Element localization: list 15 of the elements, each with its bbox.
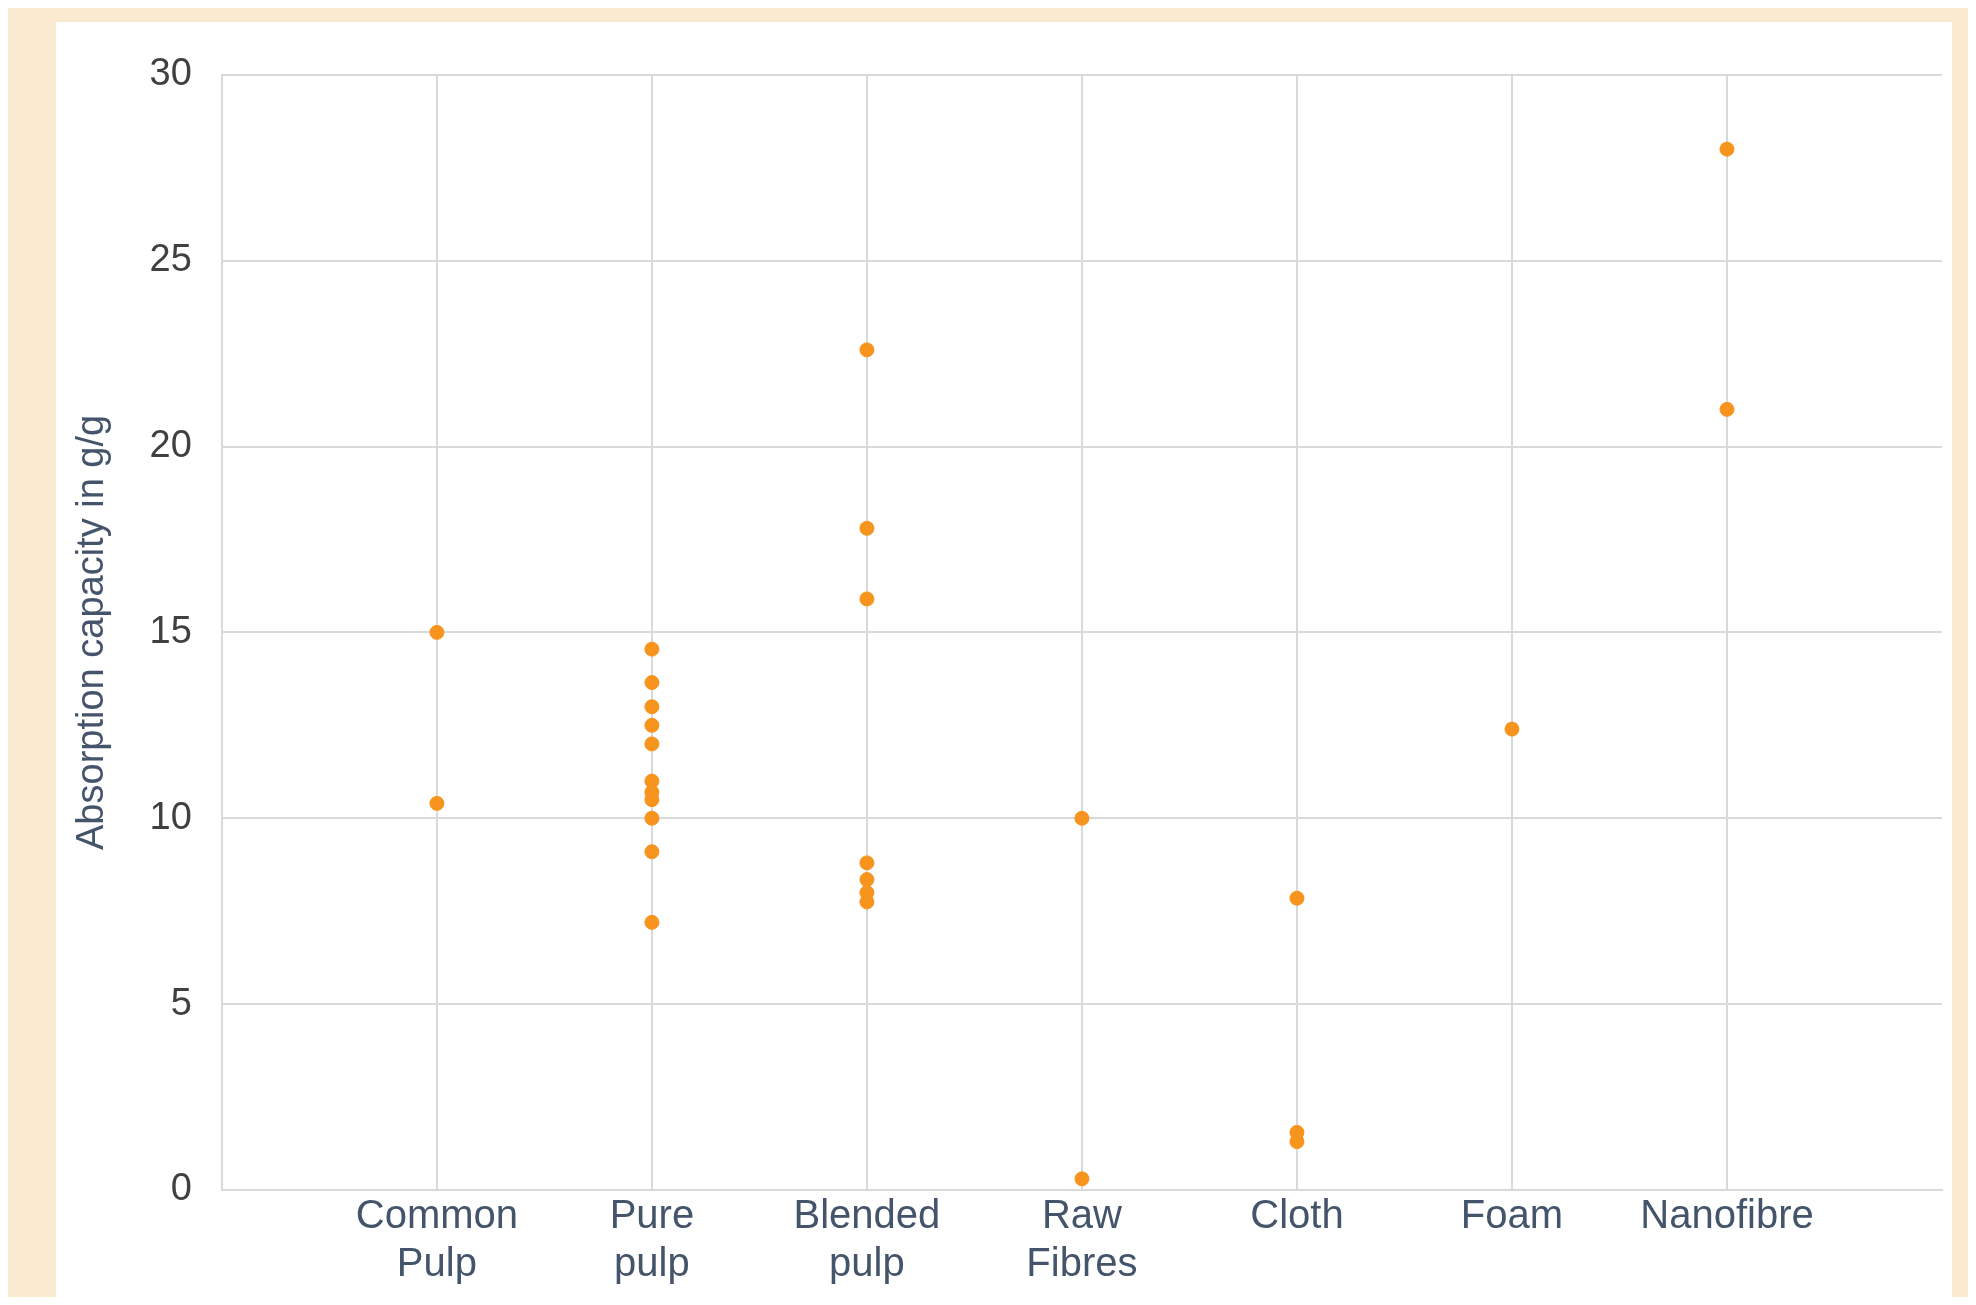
x-tick-label: Cloth: [1250, 1192, 1344, 1237]
y-tick-label: 5: [170, 980, 192, 1023]
y-axis-title: Absorption capacity in g/g: [69, 414, 112, 850]
x-tick-label: Pure pulp: [609, 1192, 695, 1285]
x-tick-label: Nanofibre: [1640, 1192, 1814, 1237]
y-tick-label: 0: [170, 1166, 192, 1209]
y-tick-label: 25: [149, 237, 192, 280]
x-tick-label: Foam: [1460, 1192, 1564, 1237]
y-tick-label: 10: [149, 794, 192, 837]
y-tick-label: 20: [149, 423, 192, 466]
x-tick-label: Common Pulp: [355, 1192, 519, 1285]
x-tick-label: Blended pulp: [793, 1192, 941, 1285]
y-tick-label: 30: [149, 51, 192, 94]
x-tick-label: Raw Fibres: [1026, 1192, 1138, 1285]
y-tick-label: 15: [149, 608, 192, 651]
